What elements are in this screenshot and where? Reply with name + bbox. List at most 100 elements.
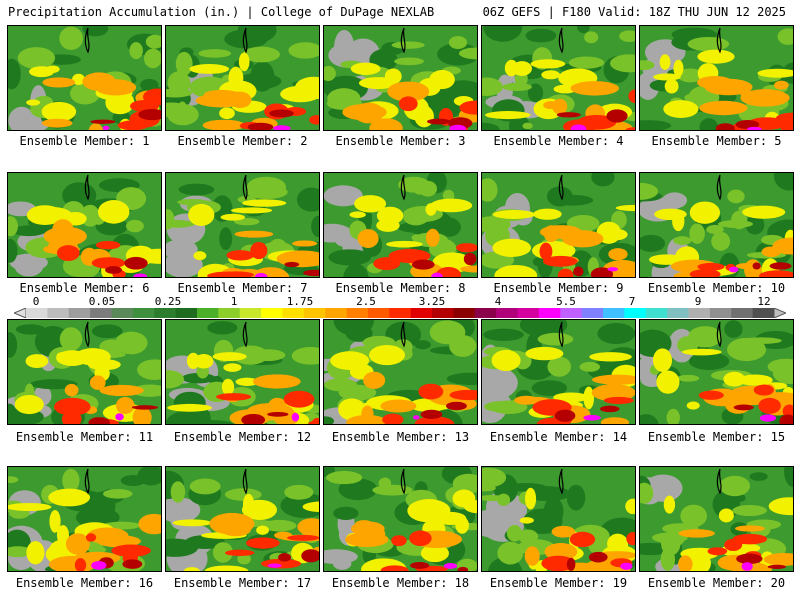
precip-area — [202, 119, 246, 130]
precip-area — [391, 41, 425, 49]
colorbar-swatch — [175, 308, 198, 318]
precip-area — [219, 107, 235, 120]
precip-area — [757, 68, 793, 78]
lake-outline — [400, 27, 406, 54]
colorbar-swatch — [667, 308, 690, 318]
precip-area — [677, 68, 704, 83]
heavy-precip-area — [65, 401, 83, 417]
colorbar-swatch — [752, 308, 775, 318]
precip-map — [324, 320, 477, 424]
precip-area — [97, 200, 130, 224]
precip-area — [326, 471, 363, 485]
heavy-precip-area — [309, 115, 319, 125]
precip-area — [242, 199, 287, 207]
precip-area — [354, 195, 387, 213]
colorbar-tick-label: 0 — [32, 295, 40, 308]
precip-area — [143, 48, 161, 69]
precip-area — [543, 225, 559, 243]
colorbar-swatch — [517, 308, 540, 318]
precip-area — [418, 180, 438, 197]
precip-area — [527, 83, 544, 103]
precip-area — [640, 482, 654, 504]
heavy-precip-area — [88, 417, 110, 424]
precip-area — [727, 189, 745, 204]
precip-area — [543, 101, 558, 110]
precip-area — [235, 377, 259, 387]
precip-area — [649, 254, 684, 265]
precip-area — [672, 211, 685, 232]
precip-area — [742, 205, 786, 219]
max-precip-area — [115, 413, 124, 421]
precip-area — [62, 468, 80, 493]
precip-area — [537, 332, 574, 346]
precip-area — [280, 492, 319, 518]
precip-area — [311, 215, 319, 238]
heavy-precip-area — [556, 112, 581, 118]
precip-area — [607, 533, 629, 555]
precip-area — [354, 520, 374, 529]
precip-area — [167, 71, 191, 95]
precip-area — [59, 26, 84, 50]
heavy-precip-area — [457, 566, 469, 571]
precip-area — [524, 546, 540, 566]
heavy-precip-area — [600, 405, 620, 413]
colorbar-tick-label: 1.75 — [286, 295, 314, 308]
precip-area — [384, 68, 402, 85]
precip-area — [687, 36, 730, 52]
precip-map — [8, 26, 161, 130]
map-panel-member-18 — [323, 466, 478, 572]
max-precip-area — [102, 125, 110, 130]
precip-area — [230, 207, 273, 214]
precip-area — [8, 216, 18, 237]
precip-area — [494, 264, 538, 277]
heavy-precip-area — [420, 409, 443, 419]
precip-area — [768, 497, 793, 516]
precip-area — [219, 227, 233, 251]
precip-map — [640, 467, 793, 571]
heavy-precip-area — [588, 551, 608, 563]
precip-area — [349, 211, 366, 218]
heavy-precip-area — [758, 397, 781, 414]
precip-map — [8, 320, 161, 424]
heavy-precip-area — [715, 123, 735, 130]
precip-area — [704, 78, 753, 96]
colorbar-tick-label: 12 — [757, 295, 771, 308]
precip-area — [547, 356, 572, 377]
precip-area — [42, 77, 76, 88]
member-label: Ensemble Member: 14 — [489, 430, 628, 444]
heavy-precip-area — [752, 262, 761, 270]
precip-map — [324, 467, 477, 571]
heavy-precip-area — [541, 555, 575, 571]
precip-area — [324, 416, 335, 424]
heavy-precip-area — [138, 108, 161, 121]
precip-area — [484, 111, 531, 120]
heavy-precip-area — [122, 559, 143, 569]
precip-area — [338, 398, 366, 421]
precip-area — [414, 340, 431, 350]
heavy-precip-area — [735, 120, 760, 130]
heavy-precip-area — [769, 262, 792, 270]
heavy-precip-area — [689, 269, 721, 277]
colorbar-min-arrow — [14, 308, 27, 318]
precip-area — [345, 325, 373, 342]
precip-area — [482, 122, 500, 130]
heavy-precip-area — [85, 533, 97, 542]
member-label: Ensemble Member: 4 — [493, 134, 624, 148]
precip-area — [514, 395, 539, 405]
heavy-precip-area — [626, 532, 635, 546]
colorbar-swatch — [645, 308, 668, 318]
precip-area — [376, 219, 400, 232]
precip-area — [686, 401, 700, 410]
precip-area — [619, 30, 635, 42]
precip-area — [497, 493, 511, 506]
precip-area — [504, 59, 519, 77]
map-panel-member-6 — [7, 172, 162, 278]
precip-area — [333, 506, 359, 520]
precip-map — [324, 26, 477, 130]
heavy-precip-area — [554, 409, 576, 422]
precip-area — [584, 31, 599, 44]
lake-outline — [84, 321, 90, 348]
precip-area — [41, 101, 77, 122]
precip-area — [533, 208, 562, 220]
precip-area — [8, 238, 18, 263]
